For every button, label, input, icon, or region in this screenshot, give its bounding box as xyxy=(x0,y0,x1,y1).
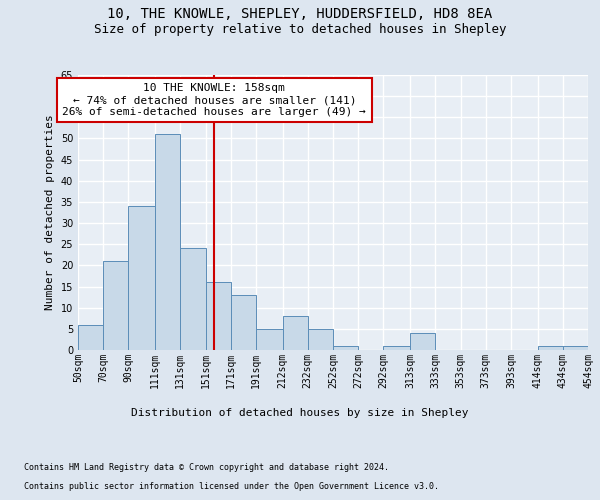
Y-axis label: Number of detached properties: Number of detached properties xyxy=(45,114,55,310)
Text: 10 THE KNOWLE: 158sqm
← 74% of detached houses are smaller (141)
26% of semi-det: 10 THE KNOWLE: 158sqm ← 74% of detached … xyxy=(62,84,366,116)
Bar xyxy=(78,324,103,350)
Bar xyxy=(155,134,180,350)
Bar xyxy=(383,346,410,350)
Text: 10, THE KNOWLE, SHEPLEY, HUDDERSFIELD, HD8 8EA: 10, THE KNOWLE, SHEPLEY, HUDDERSFIELD, H… xyxy=(107,8,493,22)
Text: Contains HM Land Registry data © Crown copyright and database right 2024.: Contains HM Land Registry data © Crown c… xyxy=(24,464,389,472)
Bar xyxy=(283,316,308,350)
Bar xyxy=(333,346,358,350)
Bar xyxy=(205,282,231,350)
Bar xyxy=(538,346,563,350)
Bar xyxy=(103,261,128,350)
Text: Distribution of detached houses by size in Shepley: Distribution of detached houses by size … xyxy=(131,408,469,418)
Bar xyxy=(180,248,205,350)
Bar xyxy=(128,206,155,350)
Bar xyxy=(410,333,435,350)
Text: Contains public sector information licensed under the Open Government Licence v3: Contains public sector information licen… xyxy=(24,482,439,491)
Bar xyxy=(256,329,283,350)
Text: Size of property relative to detached houses in Shepley: Size of property relative to detached ho… xyxy=(94,22,506,36)
Bar xyxy=(563,346,588,350)
Bar xyxy=(231,295,256,350)
Bar xyxy=(308,329,333,350)
